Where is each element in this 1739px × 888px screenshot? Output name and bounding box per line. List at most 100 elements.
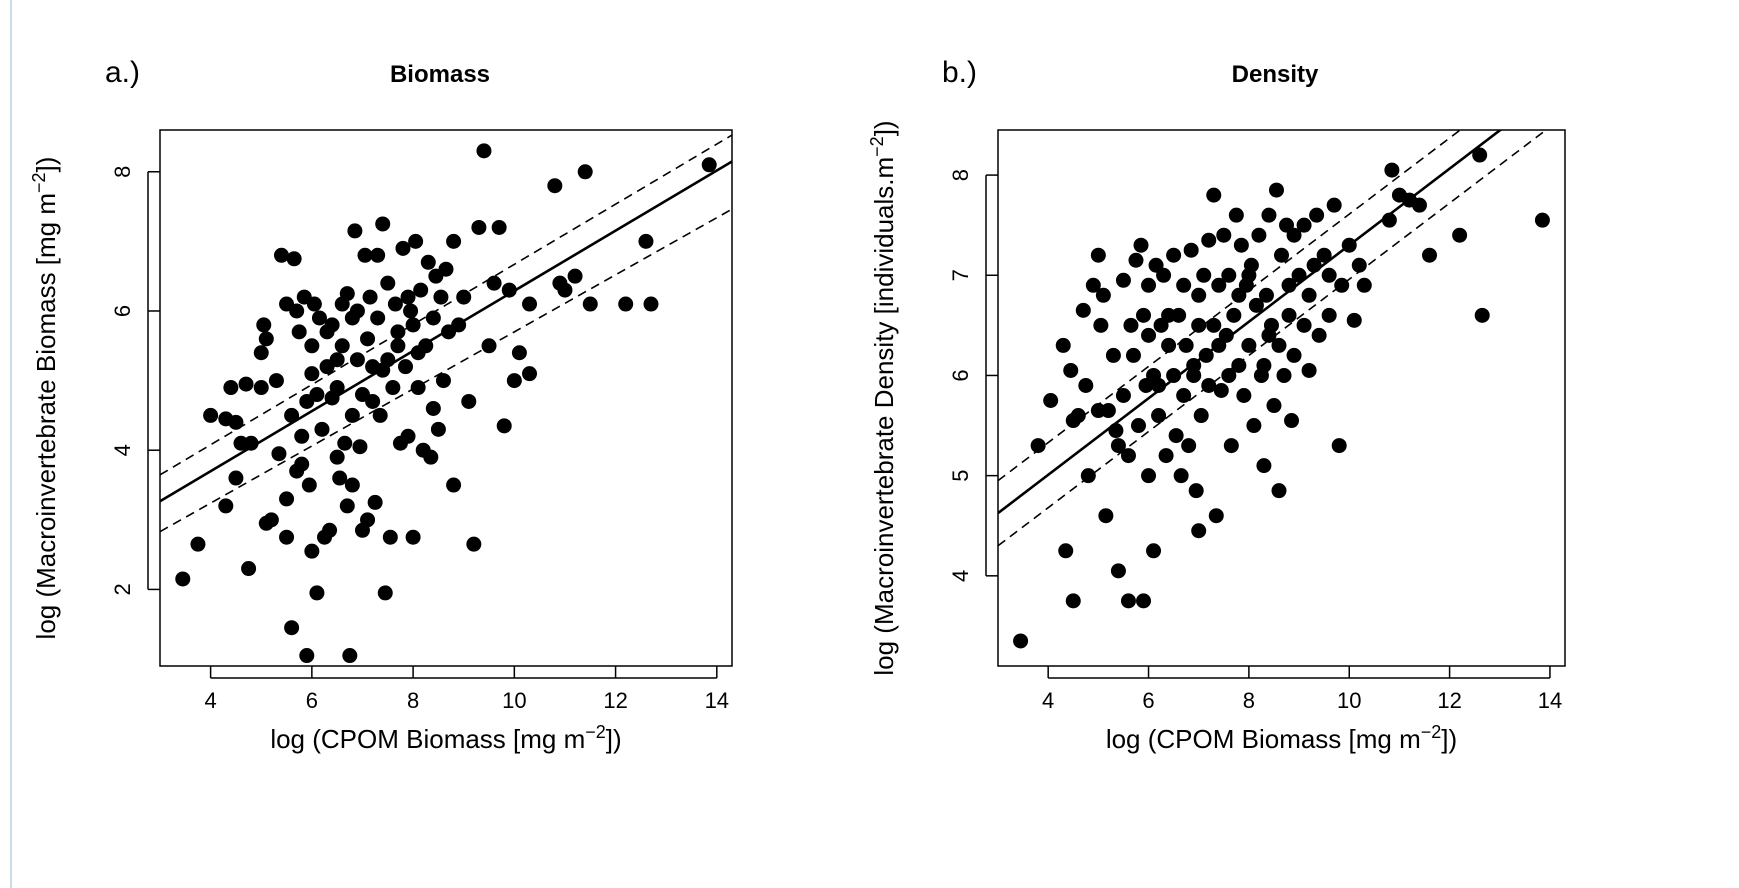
data-point [1233, 237, 1249, 253]
data-point [1211, 277, 1227, 293]
data-point [1208, 508, 1224, 524]
data-point [253, 345, 269, 361]
data-point [405, 317, 421, 333]
data-point [1161, 307, 1177, 323]
data-point [1223, 438, 1239, 454]
data-point [1105, 347, 1121, 363]
data-point [1100, 403, 1116, 419]
data-point [1191, 287, 1207, 303]
data-point [1206, 187, 1222, 203]
x-axis-label: log (CPOM Biomass [mg m−2]) [270, 722, 621, 754]
data-point [279, 491, 295, 507]
data-point [1136, 307, 1152, 323]
data-point [1191, 317, 1207, 333]
x-tick-label: 14 [1538, 688, 1562, 713]
data-point [1058, 543, 1074, 559]
data-point [1120, 593, 1136, 609]
data-point [223, 380, 239, 396]
data-point [1248, 297, 1264, 313]
data-point [1120, 448, 1136, 464]
data-point [420, 254, 436, 270]
data-point [1341, 237, 1357, 253]
left-border-line [10, 0, 12, 888]
data-point [1085, 277, 1101, 293]
data-point [1158, 448, 1174, 464]
data-point [1183, 242, 1199, 258]
data-point [1178, 337, 1194, 353]
data-point [403, 303, 419, 319]
data-point [1226, 307, 1242, 323]
data-point [284, 407, 300, 423]
data-point [577, 164, 593, 180]
data-point [1301, 287, 1317, 303]
data-point [1080, 468, 1096, 484]
data-point [446, 477, 462, 493]
data-point [1173, 468, 1189, 484]
plot-frame [997, 129, 1566, 667]
data-point [1151, 377, 1167, 393]
x-tick-label: 4 [1042, 688, 1054, 713]
data-point [491, 219, 507, 235]
data-point [582, 296, 598, 312]
y-tick-label: 2 [110, 583, 135, 595]
data-point [284, 620, 300, 636]
regression-line [998, 130, 1503, 515]
x-tick-label: 8 [1243, 688, 1255, 713]
data-point [1125, 347, 1141, 363]
data-point [291, 324, 307, 340]
data-point [228, 414, 244, 430]
data-point [1070, 408, 1086, 424]
data-point [241, 561, 257, 577]
panel-density: b.) Density 4 6 8 10 12 14 4 5 6 7 8 log (CPOM Biomas… [867, 56, 1566, 754]
data-points [175, 143, 717, 664]
data-point [1474, 307, 1490, 323]
data-point [332, 470, 348, 486]
data-point [1193, 408, 1209, 424]
data-point [1228, 207, 1244, 223]
data-point [1452, 227, 1468, 243]
data-point [701, 157, 717, 173]
data-point [347, 223, 363, 239]
data-point [390, 324, 406, 340]
data-point [314, 421, 330, 437]
data-point [301, 477, 317, 493]
data-point [1346, 312, 1362, 328]
data-point [446, 233, 462, 249]
data-point [370, 310, 386, 326]
data-point [1236, 387, 1252, 403]
data-point [1136, 593, 1152, 609]
data-point [1281, 277, 1297, 293]
data-point [1141, 277, 1157, 293]
data-point [1258, 287, 1274, 303]
data-point [334, 338, 350, 354]
chart-title: Biomass [390, 61, 490, 88]
data-point [438, 261, 454, 277]
data-point [306, 296, 322, 312]
data-point [1256, 458, 1272, 474]
data-point [322, 522, 338, 538]
data-point [618, 296, 634, 312]
data-point [1316, 247, 1332, 263]
data-point [1211, 337, 1227, 353]
data-point [263, 512, 279, 528]
data-point [273, 247, 289, 263]
data-point [1231, 287, 1247, 303]
data-point [1181, 438, 1197, 454]
panel-biomass: a.) Biomass 4 6 8 10 12 14 2 4 6 8 log (CPOM Biomass… [29, 56, 733, 754]
y-tick-label: 6 [948, 369, 973, 381]
data-point [1276, 367, 1292, 383]
data-point [1186, 367, 1202, 383]
data-point [375, 216, 391, 232]
data-point [1191, 523, 1207, 539]
data-point [279, 529, 295, 545]
x-tick-label: 14 [705, 688, 729, 713]
data-point [496, 418, 512, 434]
data-point [271, 446, 287, 462]
data-point [344, 477, 360, 493]
data-point [547, 178, 563, 194]
data-point [1078, 377, 1094, 393]
data-point [1221, 267, 1237, 283]
data-point [456, 289, 472, 305]
data-point [329, 449, 345, 465]
